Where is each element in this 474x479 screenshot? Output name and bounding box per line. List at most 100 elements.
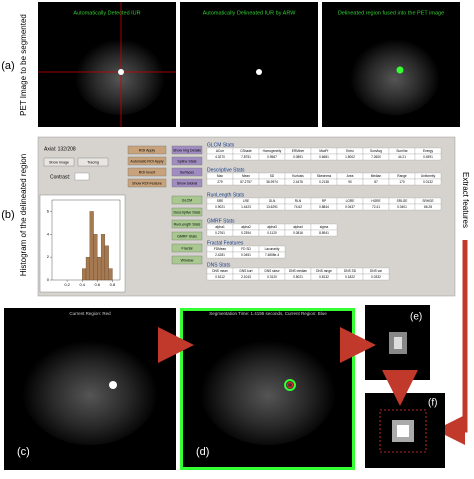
button[interactable] <box>171 243 203 253</box>
y-tick-label: 4 <box>47 231 50 236</box>
histogram-bar <box>85 256 90 281</box>
table-header: alpha3 <box>267 225 277 229</box>
table-value: 0.0891 <box>293 155 303 159</box>
table-header: HGRE <box>371 199 380 203</box>
table-header: Max <box>217 174 223 178</box>
y-tick-label: 6 <box>47 208 50 213</box>
panel-label: (d) <box>196 446 209 458</box>
table-header: DNS var <box>370 269 383 273</box>
table-cell <box>414 178 442 186</box>
table-value: 0.5021 <box>293 275 303 279</box>
table-value: 0.1120 <box>267 231 277 235</box>
table-header: Entro <box>346 149 354 153</box>
button-label[interactable]: GMRF Stats <box>177 234 197 238</box>
button[interactable] <box>171 178 203 188</box>
table-cell <box>362 273 390 281</box>
button[interactable] <box>127 167 167 177</box>
button-label[interactable]: RunLength Stats <box>174 222 201 226</box>
button-label[interactable]: GLCM <box>182 198 192 202</box>
button[interactable] <box>171 255 203 265</box>
table-header: RP <box>322 199 326 203</box>
button[interactable] <box>127 156 167 166</box>
table-header: Median <box>371 174 382 178</box>
table-value: 0.3120 <box>267 275 277 279</box>
table-header: CShade <box>240 149 252 153</box>
table-value: 8.8941 <box>319 231 329 235</box>
table-value: 87 <box>374 180 378 184</box>
table-value: 4.3270 <box>215 155 225 159</box>
crop-lesion <box>394 337 402 349</box>
button[interactable] <box>43 157 75 167</box>
table-value: 0.1822 <box>345 275 355 279</box>
button-label[interactable]: Show Global <box>177 181 198 185</box>
button[interactable] <box>171 207 203 217</box>
button[interactable] <box>171 219 203 229</box>
caption: Delineated region fused into the PET ima… <box>338 10 444 16</box>
button[interactable] <box>127 145 167 155</box>
caption: Segmentation Time: 1.4195 seconds, Curre… <box>209 311 327 316</box>
caption: Automatically Delineated IUR by ARW <box>203 10 297 16</box>
button-label[interactable]: ROI Apply <box>139 148 155 152</box>
table-cell <box>414 203 442 211</box>
button[interactable] <box>171 167 203 177</box>
button[interactable] <box>171 145 203 155</box>
button-label[interactable]: ROI Invert <box>139 170 155 174</box>
table-header: Uniformity <box>421 174 436 178</box>
table-value: 72.41 <box>372 205 380 209</box>
table-value: 74.62 <box>294 205 302 209</box>
section-title: GLCM Stats <box>207 142 235 148</box>
table-header: Kurtosis <box>292 174 304 178</box>
table-header: MaxPr <box>319 149 329 153</box>
button-label[interactable]: Spline Stats <box>177 159 196 163</box>
button[interactable] <box>127 178 167 188</box>
table-header: alpha1 <box>215 225 225 229</box>
panel-label: (a) <box>1 60 14 72</box>
table-value: 36.9974 <box>266 180 278 184</box>
button[interactable] <box>171 195 203 205</box>
button[interactable] <box>171 231 203 241</box>
button-label[interactable]: Window <box>181 258 194 262</box>
table-value: 0.6681 <box>319 155 329 159</box>
x-tick-label: 0.6 <box>95 282 101 287</box>
table-value: 7.2600 <box>371 155 381 159</box>
button-label[interactable]: Show Img Details <box>173 148 201 152</box>
table-header: ACorr <box>216 149 225 153</box>
button-label[interactable]: Automatic ROI Apply <box>130 159 163 163</box>
contrast-input[interactable] <box>74 172 90 181</box>
panel-label: (b) <box>1 209 14 221</box>
button-label[interactable]: Fractal <box>182 246 193 250</box>
section-title: DNS Stats <box>207 262 231 268</box>
table-value: 0.0437 <box>345 205 355 209</box>
lesion-fused <box>396 66 404 74</box>
button[interactable] <box>77 157 109 167</box>
histogram-bar <box>108 268 113 281</box>
axial: Axial: 132/208 <box>44 146 76 152</box>
table-header: Area <box>347 174 354 178</box>
table-value: 2.4476 <box>293 180 303 184</box>
table-header: DNS mean <box>212 269 228 273</box>
table-value: 0.8132 <box>319 275 329 279</box>
table-value: 13.6291 <box>266 205 278 209</box>
table-value: 0.8844 <box>319 205 329 209</box>
side-label: PET Image to be segmented <box>19 14 28 116</box>
panel-label: (c) <box>17 446 30 458</box>
button-label[interactable]: Show ROI Feature <box>132 181 162 185</box>
mask-image <box>180 2 318 127</box>
button[interactable] <box>171 156 203 166</box>
panel-a: Automatically Detected IUR Automatically… <box>1 2 460 127</box>
table-header: alpha2 <box>241 225 251 229</box>
section-title: Descriptive Stats <box>207 167 245 173</box>
button-label[interactable]: Show Image <box>49 160 69 164</box>
table-header: Range <box>397 174 407 178</box>
button-label[interactable]: Descriptive Stats <box>174 210 201 214</box>
button-label[interactable]: Tracing <box>87 160 99 164</box>
button-label[interactable]: Surfaces <box>180 170 194 174</box>
section-title: Fractal Features <box>207 240 244 246</box>
y-tick-label: 0 <box>47 277 50 282</box>
histogram-bar <box>89 211 94 281</box>
table-value: 7.4808e-4 <box>265 253 280 257</box>
table-header: DNS SD <box>344 269 357 273</box>
body-slice <box>75 35 165 115</box>
grid-lesion <box>397 425 409 437</box>
table-value: 0.2138 <box>319 180 329 184</box>
